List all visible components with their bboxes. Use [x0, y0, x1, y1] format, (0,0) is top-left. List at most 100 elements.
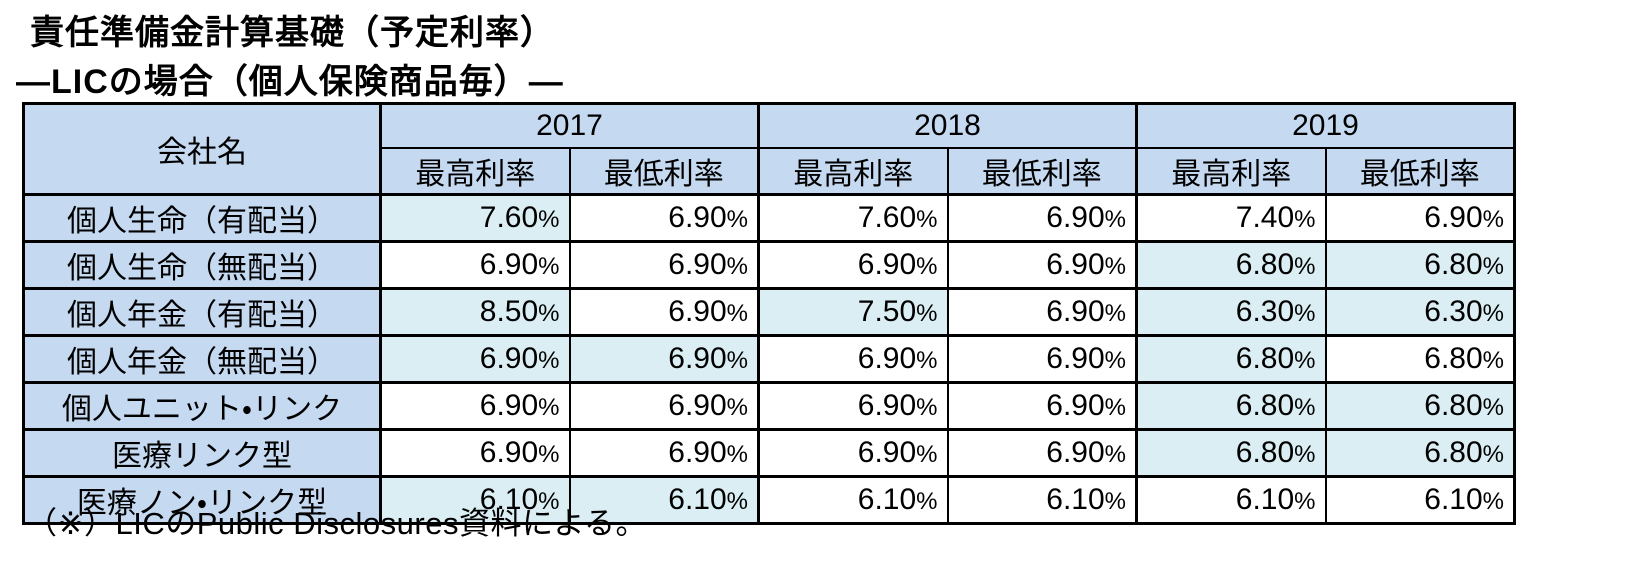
- company-cell: 個人生命（無配当）: [22, 239, 382, 290]
- percent-sign: %: [1294, 487, 1316, 515]
- percent-sign: %: [1482, 440, 1504, 468]
- rate-cell: 6.30%: [1135, 286, 1327, 337]
- rate-cell: 7.40%: [1135, 192, 1327, 243]
- rate-cell: 6.90%: [379, 239, 571, 290]
- subheader-min-2019: 最低利率: [1324, 146, 1516, 196]
- page-title: 責任準備金計算基礎（予定利率）: [30, 14, 555, 52]
- rate-cell: 6.80%: [1324, 333, 1516, 384]
- rate-cell: 6.90%: [379, 380, 571, 431]
- rate-cell: 6.90%: [379, 333, 571, 384]
- rate-cell: 6.90%: [568, 286, 760, 337]
- table-row: 個人ユニット・リンク 6.90% 6.90% 6.90% 6.90% 6.80% 6.80%: [22, 380, 1516, 431]
- rate-cell: 6.80%: [1324, 380, 1516, 431]
- footnote: （※）LICのPublic Disclosures資料による。: [26, 506, 648, 541]
- percent-sign: %: [1482, 346, 1504, 374]
- percent-sign: %: [1482, 252, 1504, 280]
- rate-cell: 6.10%: [379, 474, 571, 525]
- subheader-min-2017: 最低利率: [568, 146, 760, 196]
- rate-cell: 6.80%: [1135, 333, 1327, 384]
- percent-sign: %: [538, 440, 560, 468]
- year-header-2019: 2019: [1135, 102, 1516, 149]
- rate-cell: 6.90%: [946, 427, 1138, 478]
- rate-cell: 6.90%: [757, 239, 949, 290]
- table-body: 個人生命（有配当） 7.60% 6.90% 7.60% 6.90% 7.40% 6.90% 個…: [22, 192, 1516, 525]
- rate-cell: 6.90%: [568, 427, 760, 478]
- rate-cell: 6.90%: [1324, 192, 1516, 243]
- table-row: 個人年金（無配当） 6.90% 6.90% 6.90% 6.90% 6.80% 6.80%: [22, 333, 1516, 384]
- percent-sign: %: [1482, 299, 1504, 327]
- rate-cell: 6.90%: [946, 239, 1138, 290]
- percent-sign: %: [1104, 252, 1126, 280]
- percent-sign: %: [538, 487, 560, 515]
- percent-sign: %: [916, 346, 938, 374]
- percent-sign: %: [1104, 440, 1126, 468]
- rate-cell: 6.90%: [757, 333, 949, 384]
- percent-sign: %: [916, 299, 938, 327]
- year-header-2018: 2018: [757, 102, 1138, 149]
- subheader-row: 最高利率 最低利率 最高利率 最低利率 最高利率 最低利率: [24, 146, 1516, 196]
- table-row: 医療ノン・リンク型 6.10% 6.10% 6.10% 6.10% 6.10% 6.10%: [22, 474, 1516, 525]
- company-cell: 医療リンク型: [22, 427, 382, 478]
- rate-cell: 6.90%: [946, 192, 1138, 243]
- percent-sign: %: [538, 346, 560, 374]
- percent-sign: %: [916, 252, 938, 280]
- percent-sign: %: [726, 205, 748, 233]
- percent-sign: %: [1294, 299, 1316, 327]
- rate-cell: 7.60%: [757, 192, 949, 243]
- percent-sign: %: [1104, 299, 1126, 327]
- rate-cell: 6.90%: [757, 380, 949, 431]
- rate-cell: 6.80%: [1135, 239, 1327, 290]
- rates-table-container: 会社名 2017 2018 2019 最高利率 最低利率 最高利率 最低利率 最…: [22, 102, 1516, 525]
- percent-sign: %: [1294, 393, 1316, 421]
- year-header-row: 会社名 2017 2018 2019: [22, 102, 1516, 196]
- rate-cell: 7.50%: [757, 286, 949, 337]
- percent-sign: %: [916, 205, 938, 233]
- rate-cell: 6.10%: [946, 474, 1138, 525]
- percent-sign: %: [1104, 487, 1126, 515]
- rate-cell: 6.80%: [1324, 427, 1516, 478]
- rate-cell: 7.60%: [379, 192, 571, 243]
- rate-cell: 6.90%: [568, 239, 760, 290]
- rate-cell: 6.10%: [1324, 474, 1516, 525]
- company-cell: 個人ユニット・リンク: [22, 380, 382, 431]
- table-header: 会社名 2017 2018 2019 最高利率 最低利率 最高利率 最低利率 最…: [22, 102, 1516, 196]
- rate-cell: 6.90%: [946, 333, 1138, 384]
- page-subtitle: ―LICの場合（個人保険商品毎）―: [16, 63, 564, 101]
- percent-sign: %: [538, 393, 560, 421]
- rates-table: 会社名 2017 2018 2019 最高利率 最低利率 最高利率 最低利率 最…: [22, 102, 1516, 525]
- percent-sign: %: [538, 205, 560, 233]
- company-cell: 医療ノン・リンク型: [22, 474, 382, 525]
- rate-cell: 6.10%: [757, 474, 949, 525]
- percent-sign: %: [726, 440, 748, 468]
- rate-cell: 6.90%: [757, 427, 949, 478]
- percent-sign: %: [1294, 205, 1316, 233]
- percent-sign: %: [1482, 487, 1504, 515]
- percent-sign: %: [916, 393, 938, 421]
- percent-sign: %: [1294, 252, 1316, 280]
- percent-sign: %: [916, 440, 938, 468]
- rate-cell: 6.90%: [568, 380, 760, 431]
- rate-cell: 6.90%: [568, 333, 760, 384]
- rate-cell: 6.90%: [946, 286, 1138, 337]
- percent-sign: %: [1104, 346, 1126, 374]
- table-row: 個人生命（有配当） 7.60% 6.90% 7.60% 6.90% 7.40% 6.90%: [22, 192, 1516, 243]
- percent-sign: %: [726, 346, 748, 374]
- table-row: 個人生命（無配当） 6.90% 6.90% 6.90% 6.90% 6.80% 6.80%: [22, 239, 1516, 290]
- rate-cell: 6.80%: [1324, 239, 1516, 290]
- subheader-max-2018: 最高利率: [757, 146, 949, 196]
- percent-sign: %: [726, 487, 748, 515]
- percent-sign: %: [726, 299, 748, 327]
- rate-cell: 6.10%: [568, 474, 760, 525]
- rate-cell: 6.30%: [1324, 286, 1516, 337]
- corner-header-company: 会社名: [22, 102, 382, 196]
- rate-cell: 6.90%: [379, 427, 571, 478]
- percent-sign: %: [538, 299, 560, 327]
- percent-sign: %: [1482, 393, 1504, 421]
- rate-cell: 6.80%: [1135, 427, 1327, 478]
- percent-sign: %: [1294, 346, 1316, 374]
- subheader-max-2017: 最高利率: [379, 146, 571, 196]
- subheader-min-2018: 最低利率: [946, 146, 1138, 196]
- percent-sign: %: [916, 487, 938, 515]
- rate-cell: 6.90%: [568, 192, 760, 243]
- company-cell: 個人年金（無配当）: [22, 333, 382, 384]
